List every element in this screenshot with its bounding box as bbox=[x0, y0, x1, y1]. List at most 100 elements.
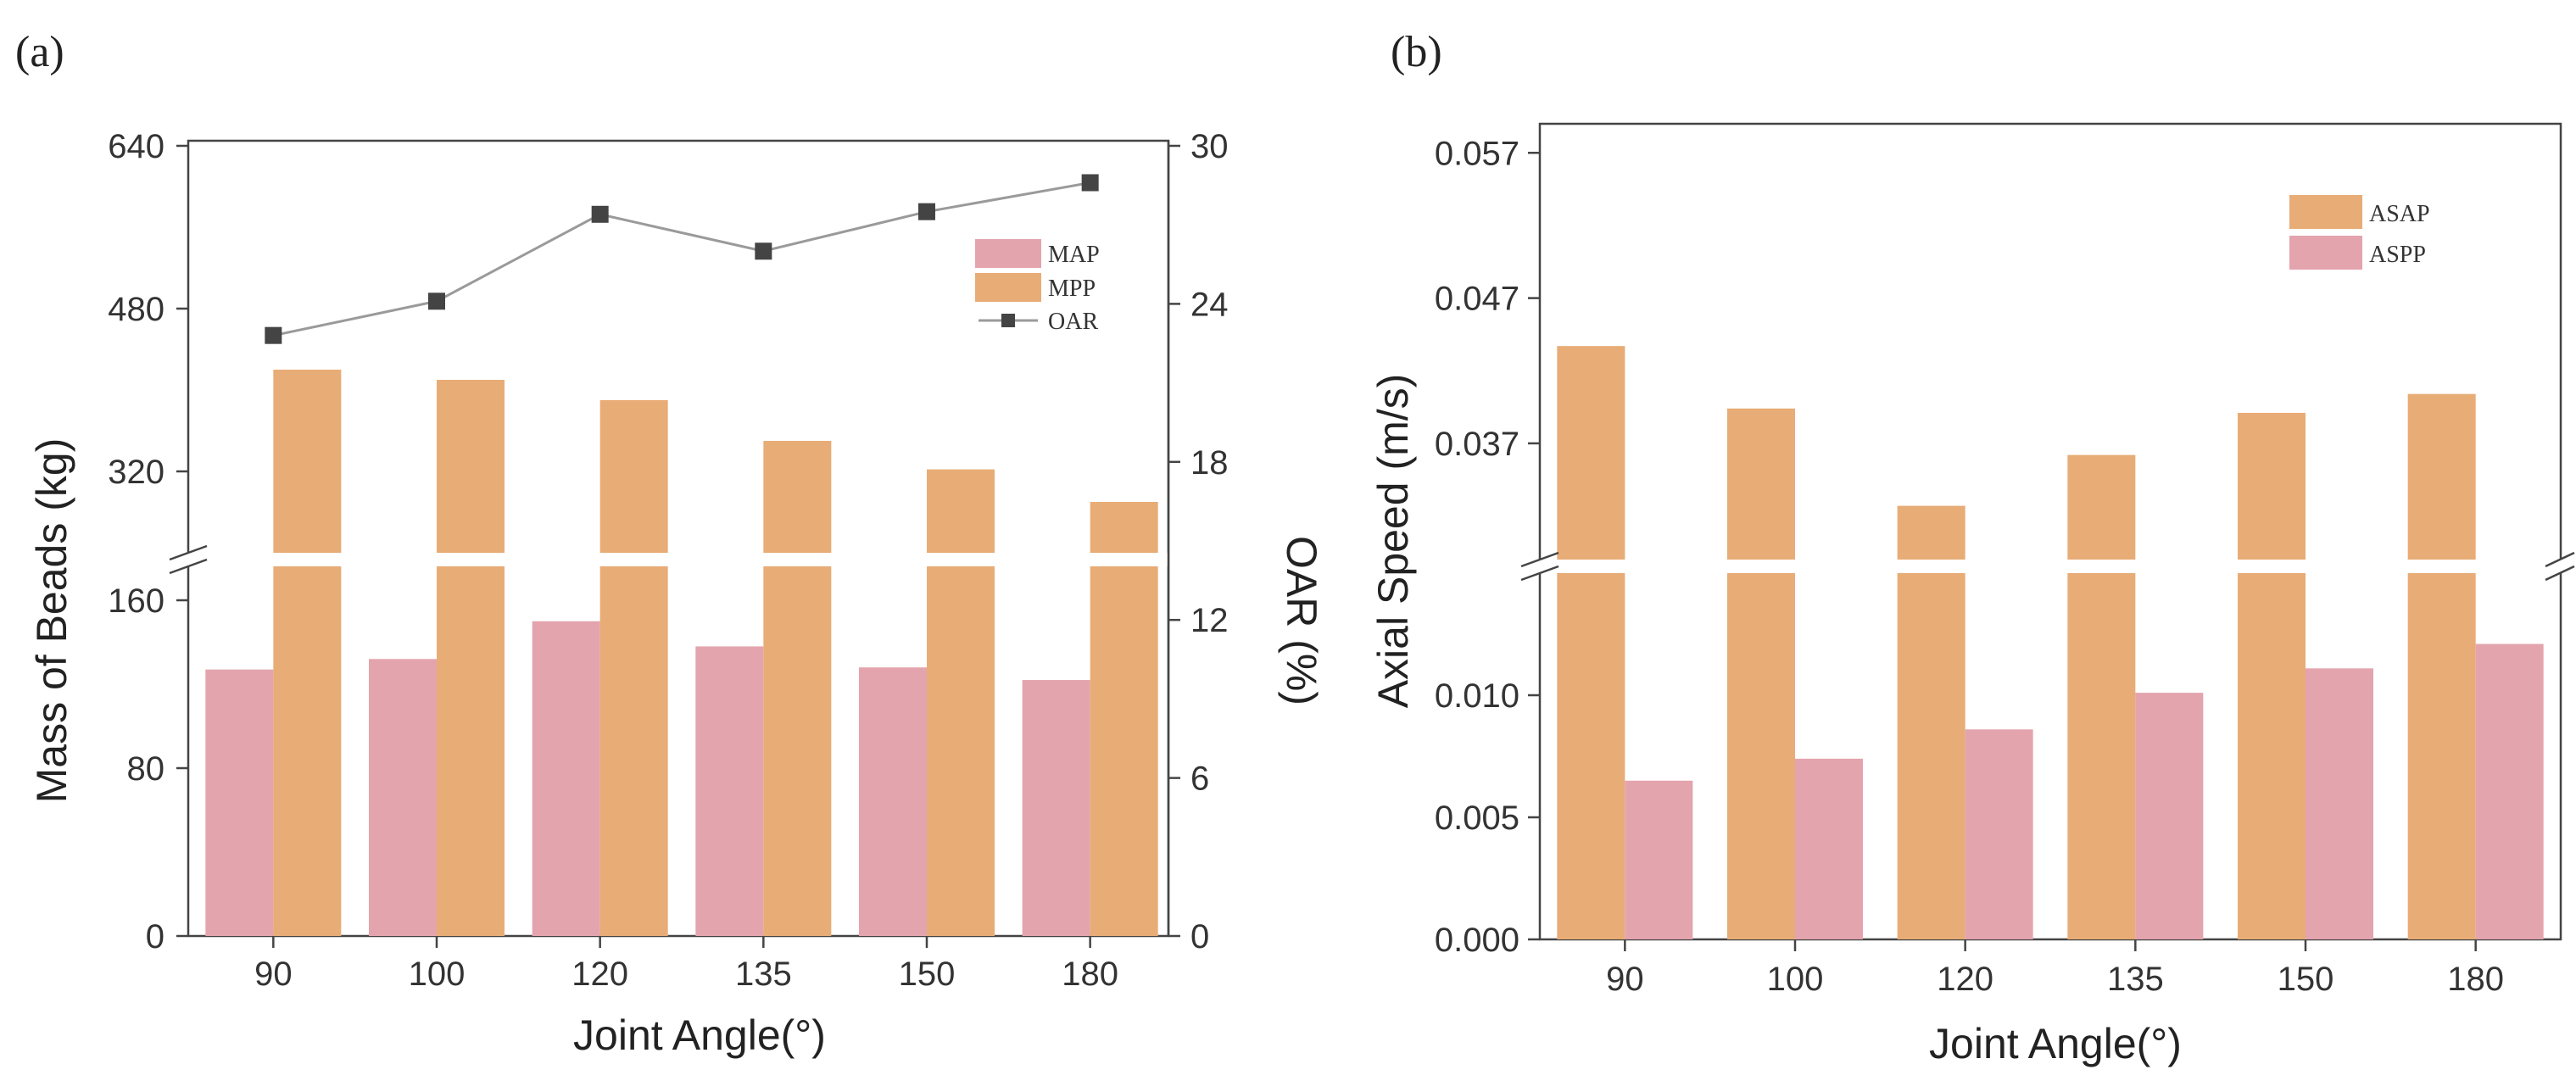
mpp-bar-lower bbox=[1090, 566, 1158, 936]
aspp-bar bbox=[1625, 780, 1693, 939]
x-tick-label: 180 bbox=[1062, 956, 1118, 993]
mpp-bar-lower bbox=[437, 566, 505, 936]
oar-point bbox=[918, 203, 935, 220]
legend-label-map: MAP bbox=[1048, 242, 1100, 268]
oar-point bbox=[591, 205, 609, 223]
aspp-bar bbox=[2135, 693, 2204, 939]
x-tick-label: 150 bbox=[2278, 961, 2334, 998]
asap-bar-upper bbox=[2238, 412, 2306, 560]
map-bar bbox=[532, 621, 600, 936]
aspp-bar bbox=[1795, 758, 1863, 939]
left-tick-label: 480 bbox=[108, 291, 164, 328]
axis-break-mark bbox=[2545, 551, 2575, 568]
x-tick-label: 100 bbox=[1767, 961, 1824, 998]
x-tick-label: 120 bbox=[572, 956, 628, 993]
asap-bar-lower bbox=[2238, 573, 2306, 939]
axis-break-gap bbox=[168, 553, 1168, 566]
legend-label-oar: OAR bbox=[1048, 309, 1098, 335]
x-tick-label: 120 bbox=[1937, 961, 1993, 998]
y-tick-label: 0.057 bbox=[1435, 135, 1519, 172]
y-tick-label: 0.005 bbox=[1435, 800, 1519, 837]
oar-point bbox=[755, 242, 772, 260]
x-tick-label: 135 bbox=[2107, 961, 2164, 998]
axis-break-mark bbox=[2545, 565, 2575, 582]
map-bar bbox=[369, 659, 437, 936]
asap-bar-lower bbox=[2407, 573, 2476, 939]
asap-bar-lower bbox=[1897, 573, 1965, 939]
y-tick-label: 0.010 bbox=[1435, 677, 1519, 715]
oar-point bbox=[265, 326, 282, 344]
panel-a-left-ylabel: Mass of Beads (kg) bbox=[28, 438, 75, 804]
mpp-bar-upper bbox=[1090, 502, 1158, 553]
axis-break-gap bbox=[1519, 560, 2576, 573]
right-tick-label: 6 bbox=[1190, 760, 1209, 798]
oar-point bbox=[428, 292, 445, 310]
legend-swatch-map bbox=[975, 239, 1041, 268]
map-bar bbox=[1022, 680, 1090, 936]
mpp-bar-upper bbox=[273, 370, 342, 553]
mpp-bar-lower bbox=[599, 566, 668, 936]
aspp-bar bbox=[2306, 668, 2373, 939]
axis-break-mark bbox=[169, 558, 208, 575]
left-tick-label: 320 bbox=[108, 454, 164, 491]
mpp-bar-upper bbox=[437, 380, 505, 553]
panel-b-ylabel: Axial Speed (m/s) bbox=[1369, 374, 1417, 709]
right-tick-label: 24 bbox=[1190, 286, 1229, 323]
aspp-bar bbox=[1965, 729, 2033, 939]
mpp-bar-upper bbox=[763, 441, 832, 553]
asap-bar-upper bbox=[1897, 505, 1965, 560]
legend-marker-oar bbox=[1001, 314, 1015, 327]
legend-swatch-mpp bbox=[975, 273, 1041, 302]
mpp-bar-lower bbox=[763, 566, 832, 936]
y-tick-label: 0.037 bbox=[1435, 426, 1519, 463]
legend-label-asap: ASAP bbox=[2369, 201, 2430, 227]
oar-point bbox=[1081, 174, 1099, 192]
x-tick-label: 100 bbox=[409, 956, 466, 993]
asap-bar-lower bbox=[2067, 573, 2136, 939]
right-tick-label: 12 bbox=[1190, 602, 1229, 639]
mpp-bar-upper bbox=[599, 400, 668, 553]
mpp-bar-lower bbox=[273, 566, 342, 936]
legend-label-aspp: ASPP bbox=[2369, 242, 2426, 268]
asap-bar-upper bbox=[1727, 408, 1795, 560]
panel-b-chart: 90 100 120 135 150 180 0.000 0.005 0.010 0.037 0.0… bbox=[1435, 122, 2576, 998]
panel-a-right-ylabel: OAR (%) bbox=[1278, 536, 1325, 705]
panel-a-chart: 90 100 120 135 150 180 0 80 160 320 480 640 0 6 12 18 24… bbox=[108, 128, 1228, 993]
panel-b-label: (b) bbox=[1391, 28, 1442, 76]
panel-a-xlabel: Joint Angle(°) bbox=[573, 1011, 826, 1059]
x-tick-label: 90 bbox=[1606, 961, 1644, 998]
panel-b-xlabel: Joint Angle(°) bbox=[1929, 1020, 2182, 1067]
asap-bar-upper bbox=[1557, 346, 1625, 560]
map-bar bbox=[695, 646, 764, 936]
right-tick-label: 18 bbox=[1190, 444, 1229, 482]
asap-bar-upper bbox=[2067, 454, 2136, 560]
asap-bar-lower bbox=[1557, 573, 1625, 939]
legend-swatch-aspp bbox=[2289, 236, 2362, 270]
asap-bar-upper bbox=[2407, 393, 2476, 560]
axis-break-mark bbox=[1520, 565, 1559, 582]
mpp-bar-lower bbox=[927, 566, 995, 936]
left-tick-label: 80 bbox=[127, 750, 165, 788]
left-tick-label: 640 bbox=[108, 128, 164, 165]
x-tick-label: 150 bbox=[899, 956, 956, 993]
axis-break-mark bbox=[169, 544, 208, 561]
mpp-bar-upper bbox=[927, 469, 995, 553]
legend-label-mpp: MPP bbox=[1048, 276, 1096, 302]
x-tick-label: 90 bbox=[254, 956, 293, 993]
oar-line bbox=[273, 181, 1090, 337]
axis-break-mark bbox=[1520, 551, 1559, 568]
panel-b-frame bbox=[1538, 122, 2562, 941]
y-tick-label: 0.000 bbox=[1435, 922, 1519, 959]
right-tick-label: 30 bbox=[1190, 128, 1229, 165]
legend-swatch-asap bbox=[2289, 195, 2362, 229]
asap-bar-lower bbox=[1727, 573, 1795, 939]
panel-a-label: (a) bbox=[15, 28, 64, 76]
left-tick-label: 0 bbox=[146, 918, 164, 956]
map-bar bbox=[205, 669, 274, 936]
x-tick-label: 180 bbox=[2447, 961, 2504, 998]
y-tick-label: 0.047 bbox=[1435, 281, 1519, 318]
map-bar bbox=[859, 667, 927, 936]
right-tick-label: 0 bbox=[1190, 918, 1209, 956]
x-tick-label: 135 bbox=[735, 956, 792, 993]
